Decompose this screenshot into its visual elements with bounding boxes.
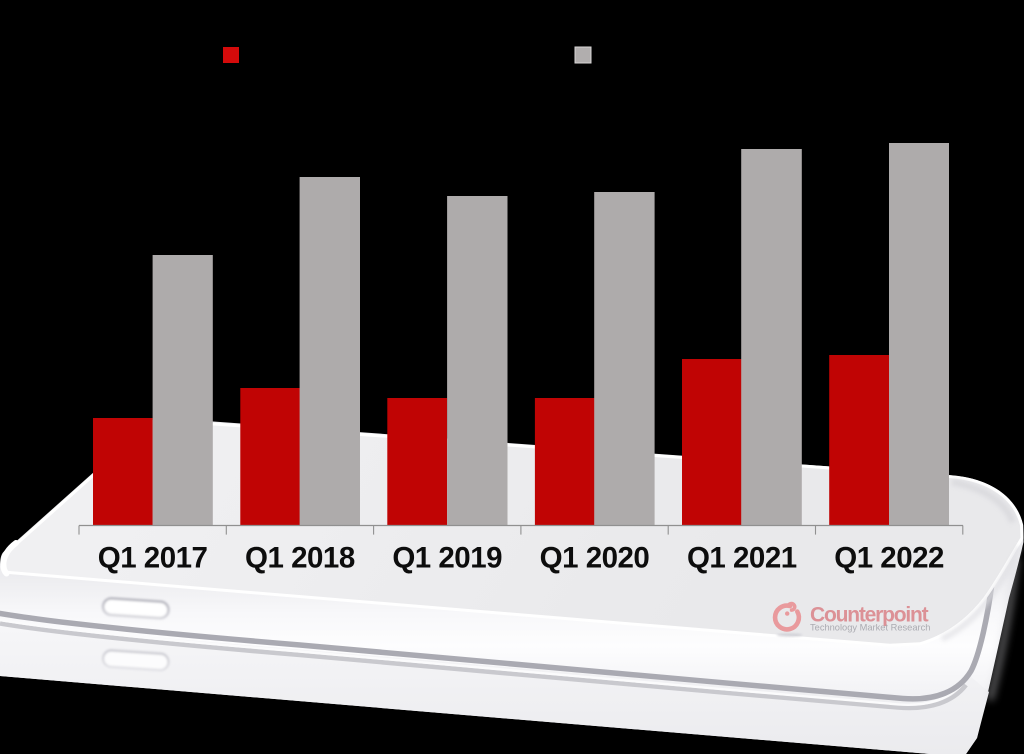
svg-text:Q1 2017: Q1 2017 <box>98 542 208 575</box>
svg-text:Q1 2018: Q1 2018 <box>245 542 355 575</box>
svg-text:Q1 2021: Q1 2021 <box>687 542 797 575</box>
svg-text:Technology Market Research: Technology Market Research <box>810 623 930 633</box>
svg-text:Q1 2022: Q1 2022 <box>834 542 944 575</box>
svg-text:Q1 2019: Q1 2019 <box>392 542 502 575</box>
svg-text:Q1 2020: Q1 2020 <box>540 542 650 575</box>
svg-text:Counterpoint: Counterpoint <box>810 604 929 627</box>
